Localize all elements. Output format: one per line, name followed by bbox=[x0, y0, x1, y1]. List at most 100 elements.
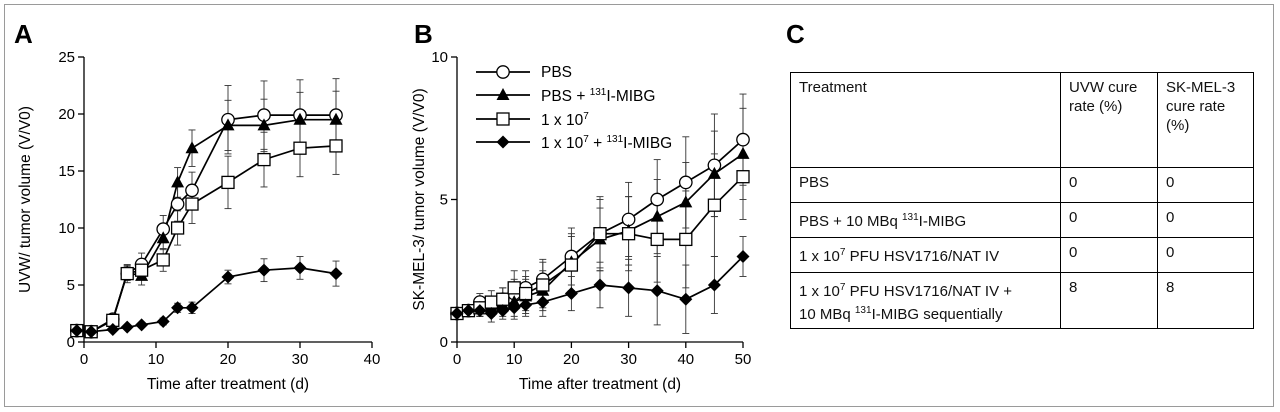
data-point bbox=[496, 304, 510, 318]
treatment-cell: PBS + 10 MBq 131I-MIBG bbox=[790, 202, 1061, 238]
data-point bbox=[185, 183, 199, 198]
series-line-1-x-10-7 bbox=[76, 145, 337, 333]
data-point bbox=[736, 146, 750, 159]
data-point bbox=[135, 318, 149, 332]
header-uvw-cure-rate: UVW cure rate (%) bbox=[1060, 72, 1158, 168]
y-axis-title: SK-MEL-3/ tumor volume (V/V0) bbox=[411, 88, 428, 310]
data-point bbox=[593, 227, 607, 241]
legend-symbol bbox=[496, 112, 510, 126]
x-tick-label: 40 bbox=[677, 351, 694, 368]
table-row: 1 x 107 PFU HSV1716/NAT IV 0 0 bbox=[790, 237, 1254, 273]
y-axis-title: UVW/ tumor volume (V/V0) bbox=[17, 106, 34, 293]
figure-frame bbox=[4, 4, 1274, 407]
uvw-cell: 0 bbox=[1060, 202, 1158, 238]
y-tick-label: 0 bbox=[440, 334, 448, 351]
cure-rate-table: Treatment UVW cure rate (%) SK-MEL-3 cur… bbox=[790, 72, 1254, 329]
table-row: PBS 0 0 bbox=[790, 167, 1254, 203]
data-point bbox=[293, 141, 307, 155]
data-point bbox=[507, 301, 521, 315]
data-point bbox=[450, 307, 464, 320]
data-point bbox=[679, 232, 693, 247]
y-tick-label: 5 bbox=[67, 277, 75, 294]
uvw-cell: 0 bbox=[1060, 167, 1158, 203]
uvw-cell: 0 bbox=[1060, 237, 1158, 273]
data-point bbox=[621, 227, 636, 241]
skmel3-cell: 0 bbox=[1157, 167, 1254, 203]
data-point bbox=[564, 258, 579, 272]
x-axis-title: Time after treatment (d) bbox=[519, 376, 681, 393]
data-point bbox=[170, 221, 185, 235]
uvw-cell: 8 bbox=[1060, 272, 1158, 329]
data-point bbox=[185, 301, 199, 315]
data-point bbox=[564, 287, 578, 301]
header-treatment: Treatment bbox=[790, 72, 1061, 168]
legend-label-pbs-mibg: PBS + 131I-MIBG bbox=[541, 87, 655, 105]
data-point bbox=[156, 231, 170, 244]
data-point bbox=[736, 170, 750, 184]
data-point bbox=[650, 192, 665, 207]
x-tick-label: 20 bbox=[563, 351, 580, 368]
legend-marker bbox=[476, 112, 530, 126]
data-point bbox=[650, 209, 664, 222]
treatment-cell: 1 x 107 PFU HSV1716/NAT IV bbox=[790, 237, 1061, 273]
legend: PBS PBS + 131I-MIBG 1 x 107 1 x 107 + 13… bbox=[476, 64, 672, 152]
data-point bbox=[134, 263, 149, 277]
data-point bbox=[170, 197, 185, 211]
x-tick-label: 30 bbox=[292, 351, 309, 368]
y-tick-label: 10 bbox=[58, 220, 75, 237]
chart-a: 0 5 10 15 20 25 0 10 20 30 40 Time after treatment … bbox=[17, 49, 380, 393]
skmel3-cell: 0 bbox=[1157, 202, 1254, 238]
data-point bbox=[707, 278, 721, 292]
table-header-row: Treatment UVW cure rate (%) SK-MEL-3 cur… bbox=[790, 72, 1254, 168]
data-point bbox=[156, 253, 170, 267]
points-1-x-10-7-131i-mibg bbox=[450, 250, 750, 320]
legend-symbol bbox=[496, 135, 510, 149]
x-tick-label: 40 bbox=[364, 351, 381, 368]
legend-marker bbox=[476, 135, 530, 149]
skmel3-cell: 8 bbox=[1157, 272, 1254, 329]
points-1-x-10-7-131i-mibg bbox=[70, 261, 343, 339]
data-point bbox=[329, 267, 343, 281]
data-point bbox=[518, 286, 533, 301]
legend-marker bbox=[476, 88, 530, 100]
y-tick-label: 10 bbox=[431, 49, 448, 66]
data-point bbox=[257, 118, 271, 131]
data-point bbox=[679, 292, 693, 306]
x-tick-label: 20 bbox=[220, 351, 237, 368]
panel-label-b: B bbox=[414, 19, 433, 49]
treatment-cell: 1 x 107 PFU HSV1716/NAT IV +10 MBq 131I-… bbox=[790, 272, 1061, 329]
data-point bbox=[707, 166, 721, 179]
data-point bbox=[329, 139, 343, 153]
data-point bbox=[156, 314, 170, 328]
data-point bbox=[171, 301, 185, 315]
data-point bbox=[257, 152, 271, 167]
data-point bbox=[473, 304, 487, 318]
chart-b: 0 5 10 0 10 20 30 40 50 Time after treatment (d) S… bbox=[411, 49, 751, 393]
data-point bbox=[185, 197, 199, 211]
data-point bbox=[221, 270, 235, 284]
y-tick-label: 25 bbox=[58, 49, 75, 66]
x-tick-label: 30 bbox=[620, 351, 637, 368]
data-point bbox=[536, 278, 550, 292]
y-tick-label: 15 bbox=[58, 163, 75, 180]
y-tick-label: 0 bbox=[67, 334, 75, 351]
legend-symbol bbox=[496, 65, 510, 79]
treatment-cell: PBS bbox=[790, 167, 1061, 203]
x-tick-label: 0 bbox=[80, 351, 88, 368]
data-point bbox=[707, 198, 722, 212]
data-point bbox=[507, 295, 521, 308]
data-point bbox=[185, 141, 199, 154]
data-point bbox=[593, 278, 607, 292]
data-point bbox=[70, 324, 84, 338]
data-point bbox=[484, 307, 498, 320]
data-point bbox=[496, 292, 510, 306]
legend-marker bbox=[476, 65, 530, 79]
data-point bbox=[293, 261, 307, 275]
data-point bbox=[329, 112, 343, 125]
data-point bbox=[736, 132, 750, 147]
data-point bbox=[679, 195, 693, 208]
data-point bbox=[622, 281, 636, 295]
table-row: PBS + 10 MBq 131I-MIBG 0 0 bbox=[790, 202, 1254, 238]
legend-symbol bbox=[496, 88, 510, 100]
data-point bbox=[736, 250, 750, 263]
